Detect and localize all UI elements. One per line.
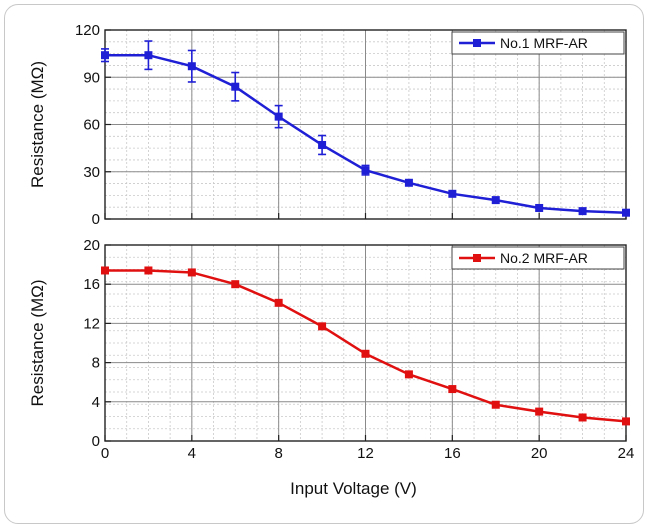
data-point — [274, 298, 283, 307]
legend-box — [451, 31, 625, 55]
data-point — [361, 166, 370, 175]
panel-2: 0 4 8 12 16 20 0 4 8 12 16 20 24 Resistance (MΩ) Input… — [28, 237, 634, 498]
data-point — [535, 407, 544, 416]
x-tick-label: 24 — [618, 445, 635, 462]
data-point — [318, 322, 327, 331]
data-point — [101, 266, 109, 275]
data-point — [101, 51, 109, 60]
data-point — [274, 112, 283, 121]
x-tick-label: 4 — [188, 445, 196, 462]
y-tick-label: 8 — [92, 355, 100, 372]
x-tick-label: 20 — [531, 445, 548, 462]
x-axis-title: Input Voltage (V) — [290, 479, 417, 498]
data-point — [448, 385, 457, 394]
data-point — [187, 62, 196, 71]
y-tick-label: 30 — [83, 164, 100, 181]
y-tick-label: 16 — [83, 276, 100, 293]
data-point — [187, 268, 196, 277]
x-tick-label: 0 — [101, 445, 109, 462]
data-point — [144, 266, 153, 275]
data-point — [535, 203, 544, 212]
data-point — [231, 82, 240, 91]
data-point — [448, 189, 457, 198]
y-tick-label: 90 — [83, 69, 100, 86]
legend-label: No.2 MRF-AR — [500, 250, 588, 266]
y-tick-label: 60 — [83, 117, 100, 134]
y-tick-label: 4 — [92, 394, 100, 411]
legend-label: No.1 MRF-AR — [500, 35, 588, 51]
data-point — [491, 400, 500, 409]
y-tick-label: 0 — [92, 433, 100, 450]
y-tick-label: 120 — [75, 22, 100, 39]
y-axis-title: Resistance (MΩ) — [28, 279, 47, 406]
y-tick-label: 12 — [83, 315, 100, 332]
data-point — [361, 349, 370, 358]
x-tick-label: 8 — [274, 445, 282, 462]
x-tick-label: 12 — [357, 445, 374, 462]
legend-box — [451, 246, 625, 270]
data-point — [578, 207, 587, 216]
legend-marker — [473, 39, 481, 47]
data-point — [144, 51, 153, 60]
data-point — [622, 208, 630, 217]
legend-marker — [473, 254, 481, 262]
x-tick-label: 16 — [444, 445, 461, 462]
y-tick-label: 0 — [92, 211, 100, 228]
data-point — [578, 413, 587, 422]
data-point — [404, 370, 413, 379]
data-point — [318, 140, 327, 149]
y-axis-title: Resistance (MΩ) — [28, 61, 47, 188]
data-point — [404, 178, 413, 187]
panel-1: 0 30 60 90 120 Resistance (MΩ) No.1 MRF-AR — [28, 22, 630, 228]
y-tick-label: 20 — [83, 237, 100, 254]
data-point — [491, 196, 500, 205]
data-point — [231, 280, 240, 289]
data-point — [622, 417, 630, 426]
